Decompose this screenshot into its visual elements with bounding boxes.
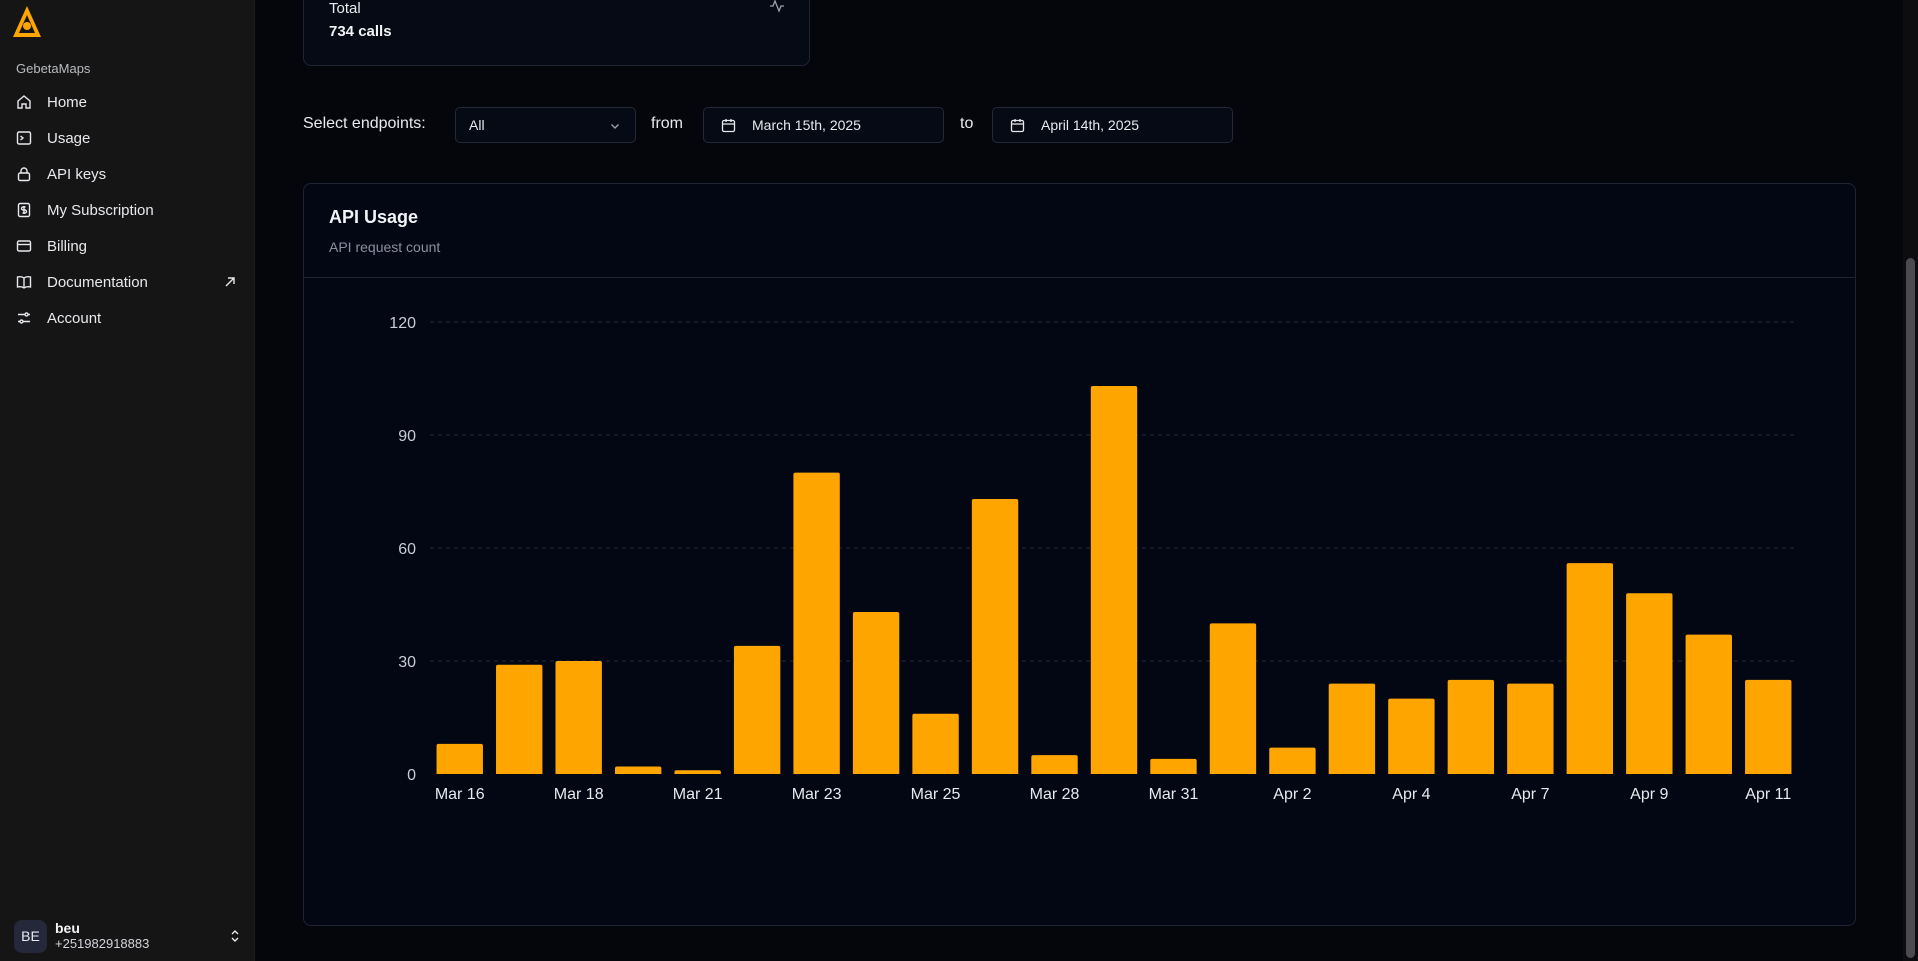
x-tick-label: Mar 28: [1030, 786, 1080, 803]
sidebar-item-label: Home: [47, 93, 88, 111]
chevrons-up-down-icon: [231, 930, 239, 942]
y-tick-label: 30: [398, 654, 416, 671]
from-label: from: [651, 115, 683, 132]
user-menu[interactable]: BE beu +251982918883: [14, 918, 242, 954]
from-date-value: March 15th, 2025: [752, 117, 861, 133]
bar: [1150, 758, 1197, 774]
sidebar-item-label: Account: [47, 309, 102, 327]
total-value: 734 calls: [329, 23, 392, 40]
endpoints-select-value: All: [469, 117, 485, 133]
sidebar-item-my-subscription[interactable]: My Subscription: [0, 192, 255, 228]
settings-sliders-icon: [16, 310, 32, 326]
y-tick-label: 60: [398, 541, 416, 558]
x-tick-label: Apr 11: [1745, 786, 1791, 803]
bar: [1031, 755, 1078, 774]
y-tick-label: 120: [389, 315, 416, 332]
bar: [1447, 679, 1495, 774]
to-date-picker[interactable]: April 14th, 2025: [992, 107, 1233, 143]
book-icon: [16, 274, 32, 290]
calendar-icon: [721, 119, 736, 133]
bar: [733, 645, 781, 774]
sidebar-item-account[interactable]: Account: [0, 300, 255, 336]
receipt-icon: [16, 202, 32, 218]
user-name: beu: [55, 920, 80, 936]
endpoints-label: Select endpoints:: [303, 115, 426, 132]
credit-card-icon: [16, 238, 32, 254]
bar: [793, 472, 840, 774]
calendar-icon: [1010, 119, 1025, 133]
sidebar-item-label: API keys: [47, 165, 107, 183]
divider: [304, 277, 1855, 278]
activity-icon: [770, 0, 784, 13]
bar: [852, 612, 900, 774]
sidebar-item-usage[interactable]: Usage: [0, 120, 255, 156]
bar: [1566, 563, 1614, 774]
bar: [971, 499, 1019, 774]
bar: [614, 766, 662, 774]
chevron-down-icon: [611, 124, 619, 129]
sidebar-item-billing[interactable]: Billing: [0, 228, 255, 264]
x-tick-label: Mar 31: [1149, 786, 1199, 803]
bar: [1209, 623, 1257, 774]
sidebar-item-home[interactable]: Home: [0, 84, 255, 120]
total-label: Total: [329, 0, 361, 17]
chart-title: API Usage: [329, 207, 419, 227]
bar: [1328, 683, 1376, 774]
lock-icon: [16, 166, 32, 182]
x-tick-label: Mar 18: [554, 786, 604, 803]
endpoints-select[interactable]: All: [455, 107, 636, 143]
x-tick-label: Mar 21: [673, 786, 723, 803]
to-label: to: [960, 115, 974, 132]
sidebar-item-label: Documentation: [47, 273, 148, 291]
sidebar-item-label: Billing: [47, 237, 88, 255]
bar: [496, 664, 543, 774]
bar: [1626, 593, 1673, 774]
page-scrollbar[interactable]: [1903, 0, 1918, 961]
sidebar-nav: Home Usage API keys My Subscription Bill…: [0, 84, 255, 336]
bar: [1269, 747, 1316, 774]
from-date-picker[interactable]: March 15th, 2025: [703, 107, 944, 143]
x-tick-label: Mar 16: [435, 786, 485, 803]
api-usage-card: API Usage API request count 0 30 60 90 120 Ma…: [303, 183, 1856, 926]
x-tick-label: Apr 4: [1392, 786, 1430, 803]
y-tick-label: 0: [407, 767, 416, 784]
organization-name: GebetaMaps: [16, 61, 91, 76]
bar: [674, 770, 721, 774]
to-date-value: April 14th, 2025: [1041, 117, 1140, 133]
terminal-icon: [16, 130, 32, 146]
bar: [555, 661, 602, 774]
filters-bar: Select endpoints: All from March 15th, 2…: [303, 107, 1233, 143]
bar: [436, 743, 483, 774]
sidebar: GebetaMaps Home Usage API keys My Subscr…: [0, 0, 255, 961]
bar: [1745, 679, 1792, 774]
bar: [1685, 634, 1732, 774]
bar: [912, 713, 959, 774]
user-phone: +251982918883: [55, 936, 150, 951]
x-tick-label: Apr 7: [1511, 786, 1549, 803]
avatar: BE: [14, 919, 47, 953]
x-tick-label: Mar 23: [792, 786, 842, 803]
x-tick-label: Apr 9: [1630, 786, 1668, 803]
x-tick-label: Mar 25: [911, 786, 961, 803]
sidebar-item-documentation[interactable]: Documentation: [0, 264, 255, 300]
sidebar-item-label: My Subscription: [47, 201, 154, 219]
sidebar-item-label: Usage: [47, 129, 91, 147]
y-tick-label: 90: [398, 428, 416, 445]
external-link-icon: [225, 277, 235, 287]
sidebar-item-api-keys[interactable]: API keys: [0, 156, 255, 192]
gebeta-logo-icon[interactable]: [10, 4, 44, 40]
x-tick-label: Apr 2: [1273, 786, 1311, 803]
chart-subtitle: API request count: [329, 239, 441, 255]
bar: [1507, 683, 1554, 774]
api-usage-bar-chart: 0 30 60 90 120 Mar 16 Mar 18 Mar 21 Mar 23 Mar 25…: [389, 315, 1798, 803]
bar: [1388, 698, 1435, 774]
bar: [1090, 386, 1138, 774]
home-icon: [16, 94, 32, 110]
total-calls-card: Total 734 calls: [303, 0, 810, 66]
scrollbar-thumb[interactable]: [1906, 258, 1915, 958]
